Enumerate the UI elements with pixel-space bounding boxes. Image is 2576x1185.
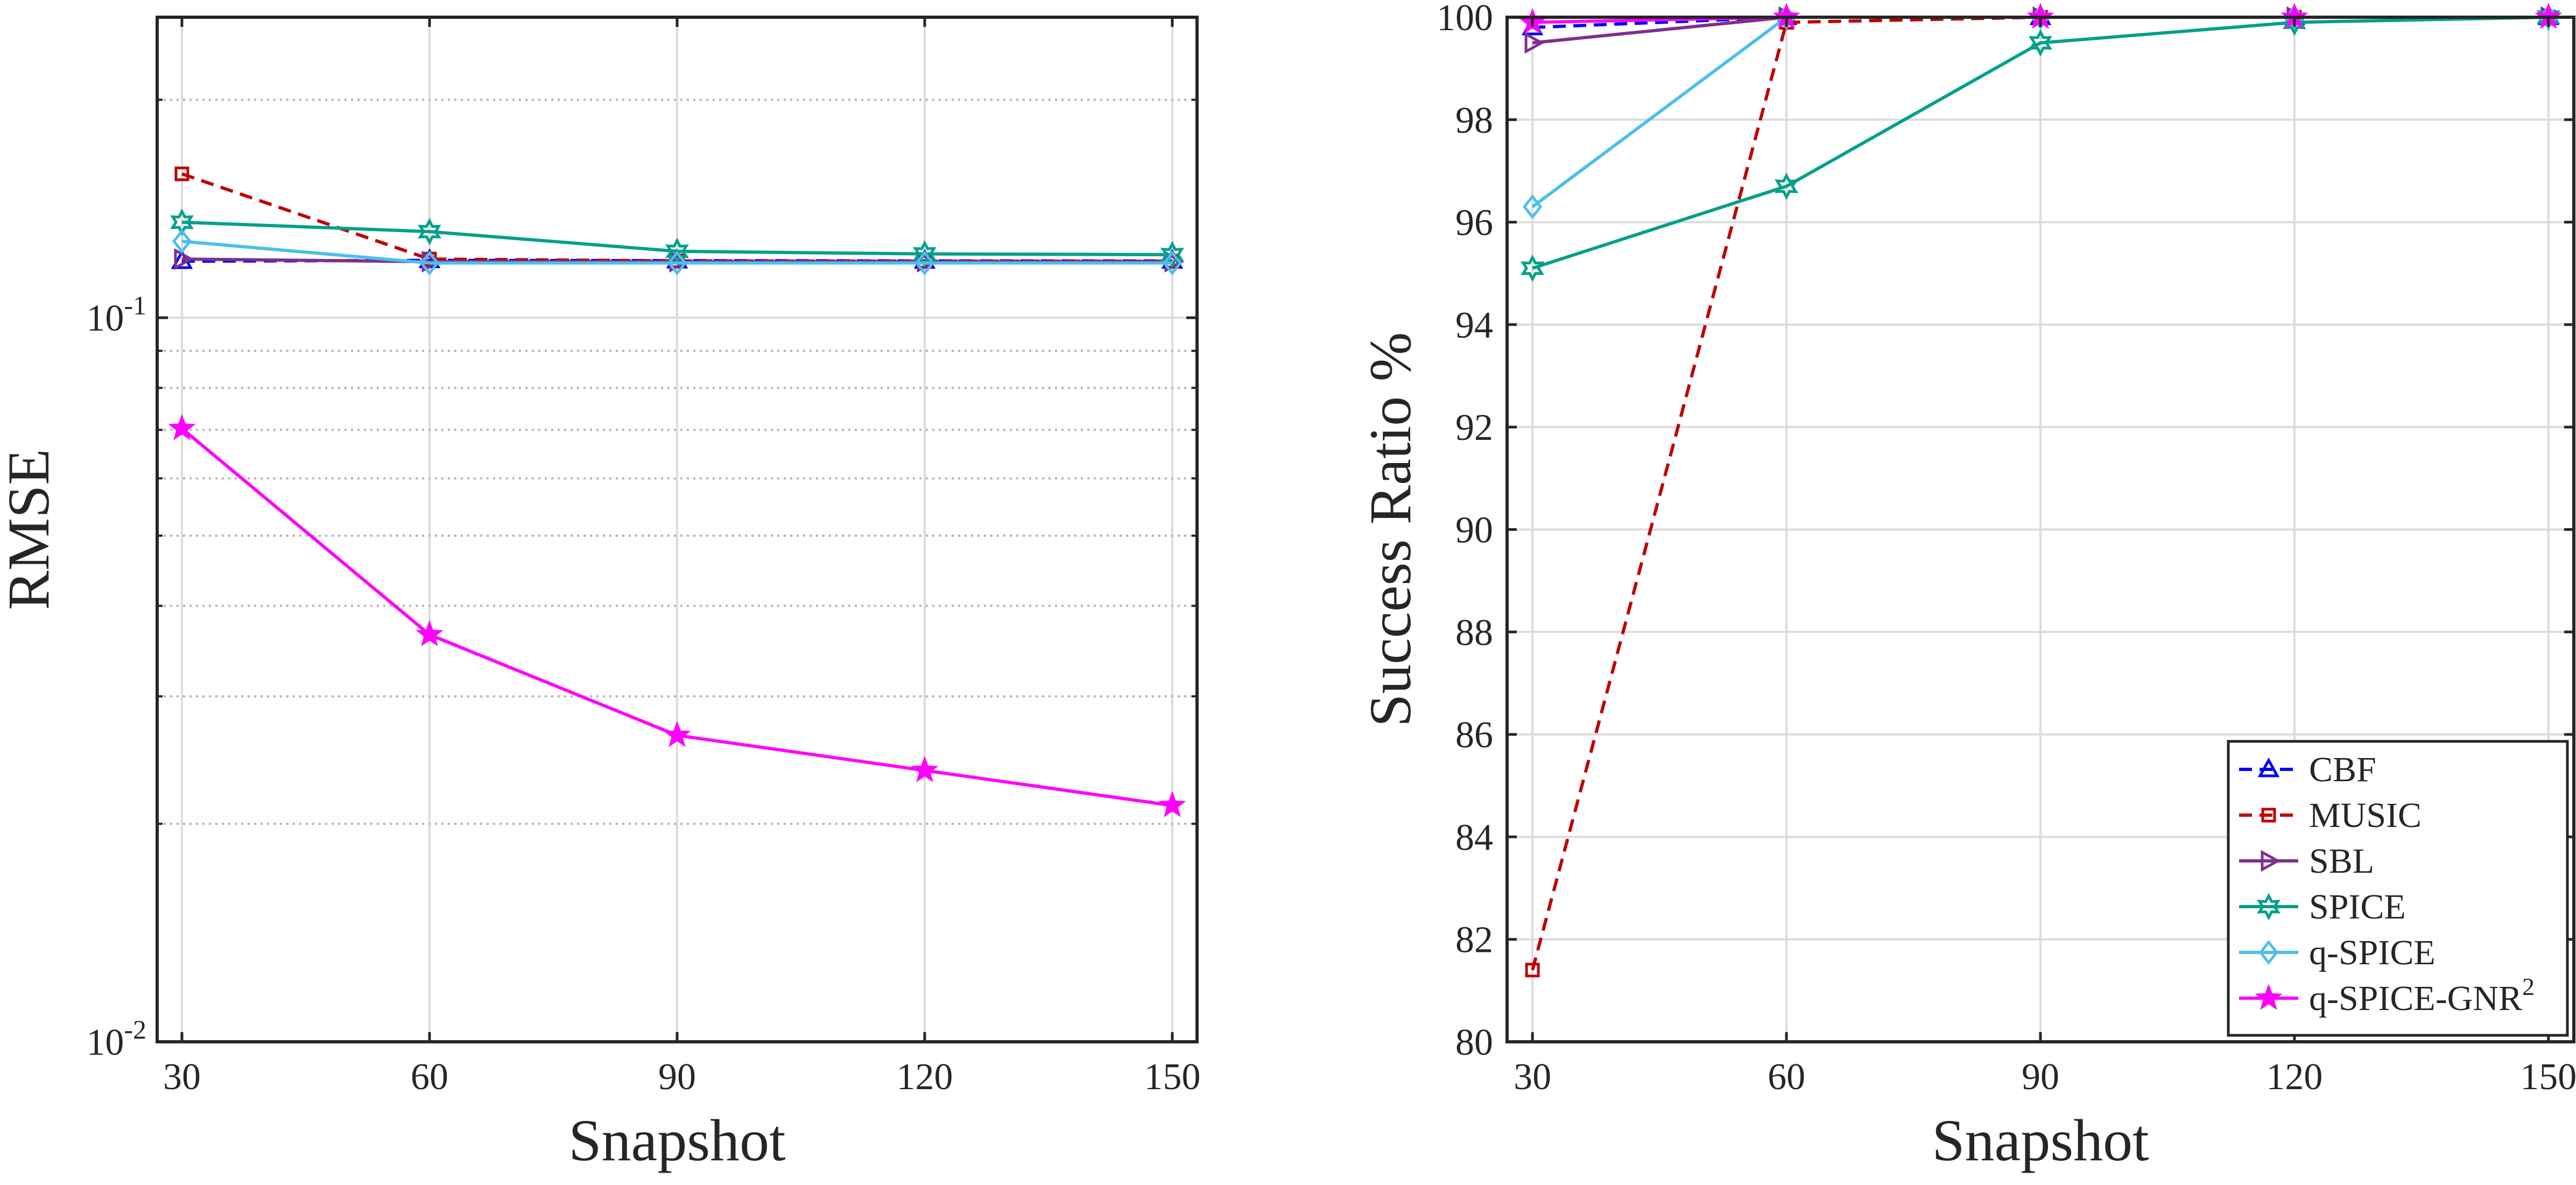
data-point (913, 240, 937, 268)
data-point (1523, 194, 1543, 220)
data-point (416, 620, 444, 647)
y-tick-label: 80 (1455, 1022, 1493, 1063)
y-axis-label: Success Ratio % (1357, 332, 1423, 727)
legend-label: q-SPICE (2309, 933, 2436, 972)
legend-marker (2257, 893, 2281, 921)
data-point (1775, 172, 1799, 200)
legend-item: q-SPICE (2239, 933, 2436, 972)
legend-marker (2261, 850, 2281, 872)
x-tick-label: 30 (1514, 1056, 1551, 1098)
y-tick-label: 86 (1455, 714, 1493, 756)
x-tick-label: 90 (2022, 1056, 2059, 1098)
data-point (1162, 250, 1183, 276)
data-point (172, 229, 192, 254)
x-tick-label: 30 (163, 1056, 201, 1098)
x-tick-label: 90 (658, 1056, 696, 1098)
x-tick-label: 60 (411, 1056, 448, 1098)
x-axis-label: Snapshot (1932, 1107, 2149, 1173)
series-q-spice (172, 229, 1183, 276)
legend-label: SBL (2309, 842, 2374, 881)
y-tick-label: 84 (1455, 817, 1493, 858)
data-point (174, 248, 194, 270)
data-point (1525, 963, 1540, 978)
x-tick-label: 120 (2266, 1056, 2322, 1098)
ticks (157, 17, 1197, 1043)
data-point (1521, 254, 1545, 282)
y-tick-label: 82 (1455, 920, 1493, 961)
data-point (168, 414, 196, 440)
data-point (174, 166, 189, 181)
legend-item: CBF (2239, 750, 2376, 789)
legend-marker (2258, 939, 2279, 965)
legend-box (2227, 740, 2569, 1037)
series-spice (1521, 3, 2560, 282)
data-point (1524, 32, 1545, 54)
y-tick-label: 90 (1455, 510, 1493, 551)
legend-marker (2255, 984, 2283, 1010)
legend-item: MUSIC (2239, 796, 2422, 835)
y-tick-label: 98 (1455, 100, 1493, 141)
data-point (1160, 241, 1184, 269)
legend-label: CBF (2309, 750, 2376, 789)
success-ratio-chart: 30 60 90 120 150 80 82 84 86 88 90 92 94 96 98 100 Snaps… (1357, 0, 2576, 1173)
data-point (418, 218, 441, 246)
legend-item: q-SPICE-GNR2 (2239, 973, 2535, 1018)
x-axis-label: Snapshot (568, 1107, 785, 1173)
series-q-spice-gnr2 (168, 414, 1186, 817)
y-tick-label: 10-2 (86, 1014, 146, 1063)
tick-labels: 30 60 90 120 150 10-1 10-2 (86, 290, 1200, 1098)
y-tick-label: 92 (1455, 407, 1493, 448)
data-point (1158, 791, 1186, 817)
legend-label: q-SPICE-GNR2 (2309, 973, 2535, 1018)
y-axis-label: RMSE (0, 449, 61, 611)
data-point (2029, 29, 2052, 57)
data-point (914, 250, 935, 276)
series-line (1532, 16, 2549, 270)
tick-labels: 30 60 90 120 150 80 82 84 86 88 90 92 94 96 98 100 (1437, 0, 2576, 1098)
x-tick-label: 150 (1144, 1056, 1201, 1098)
data-point (911, 756, 939, 782)
data-point (419, 250, 440, 276)
y-tick-label: 96 (1455, 202, 1493, 244)
y-tick-label: 88 (1455, 612, 1493, 654)
legend-marker (2257, 757, 2280, 777)
y-tick-label: 10-1 (86, 290, 146, 339)
data-point (667, 250, 687, 276)
x-tick-label: 150 (2520, 1056, 2576, 1098)
y-tick-label: 100 (1437, 0, 1493, 39)
legend-label: SPICE (2309, 887, 2406, 927)
x-tick-label: 60 (1768, 1056, 1805, 1098)
x-tick-label: 120 (897, 1056, 953, 1098)
legend-label: MUSIC (2309, 796, 2422, 835)
series-line (181, 240, 1172, 265)
data-point (663, 720, 691, 747)
y-tick-label: 94 (1455, 305, 1493, 346)
series-layer (168, 166, 1186, 817)
legend-marker (2261, 808, 2276, 823)
legend-item: SBL (2239, 842, 2374, 881)
legend-item: SPICE (2239, 887, 2406, 927)
rmse-chart: 30 60 90 120 150 10-1 10-2 Snapshot RMSE (0, 16, 1201, 1173)
